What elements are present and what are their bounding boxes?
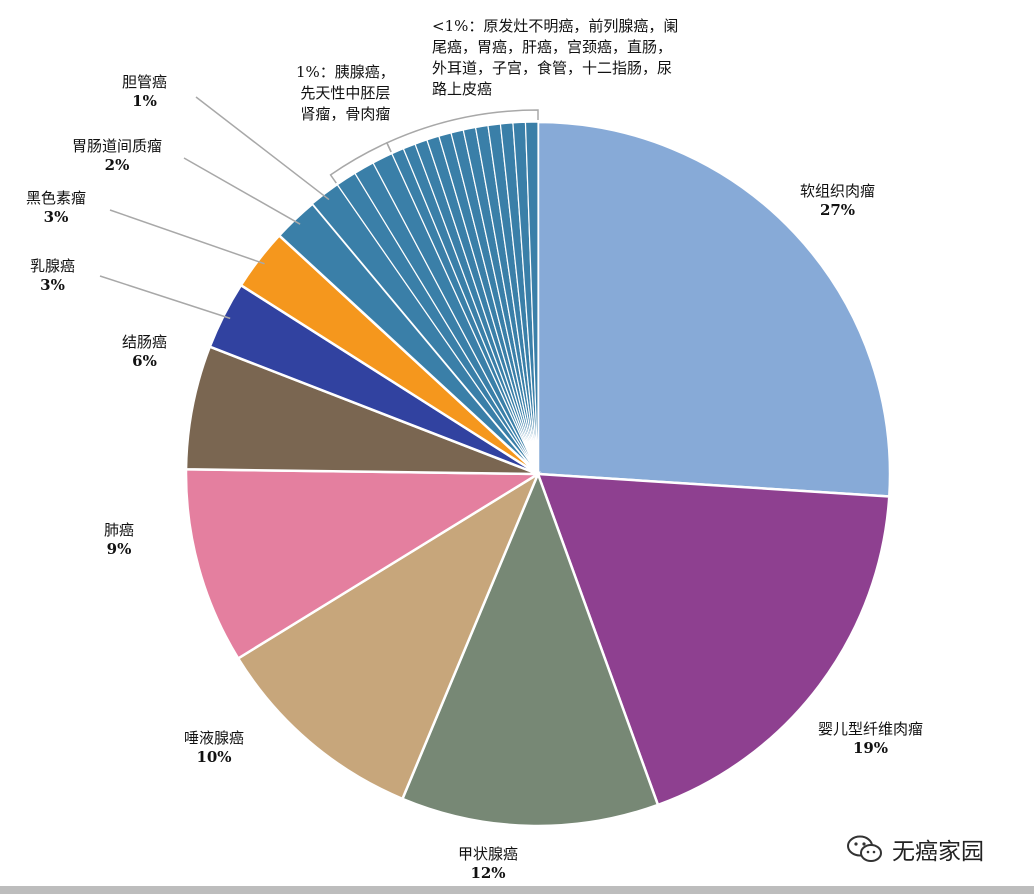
watermark-text: 无癌家园 — [892, 839, 984, 865]
watermark: 无癌家园 — [846, 832, 984, 866]
pie-slice — [236, 470, 541, 801]
label-cholangiocarcinoma: 胆管癌 1% — [122, 73, 168, 110]
pie-slice — [524, 121, 539, 475]
pie-slice — [400, 470, 660, 828]
bottom-divider — [0, 886, 1034, 894]
pie-slice — [184, 468, 543, 661]
leader-line — [99, 275, 231, 320]
label-soft-tissue-sarcoma: 软组织肉瘤 27% — [800, 182, 876, 219]
label-gist: 胃肠道间质瘤 2% — [72, 137, 163, 174]
wechat-icon — [847, 835, 882, 862]
label-melanoma: 黑色素瘤 3% — [26, 189, 87, 226]
pie-slice — [536, 120, 892, 498]
pie-slice — [536, 472, 891, 807]
label-lung-cancer: 肺癌 9% — [104, 521, 135, 558]
group-label-1pct: 1%：胰腺癌， 先天性中胚层 肾瘤，骨肉瘤 — [296, 63, 395, 123]
label-thyroid-cancer: 甲状腺癌 12% — [458, 845, 519, 882]
leader-line — [195, 96, 330, 201]
group-label-lt1pct: <1%：原发灶不明癌，前列腺癌，阑 尾癌，胃癌，肝癌，宫颈癌，直肠， 外耳道，子… — [432, 17, 679, 98]
leader-line — [183, 157, 301, 225]
leader-line — [109, 209, 265, 265]
pie-slice — [184, 345, 539, 476]
label-colon-cancer: 结肠癌 6% — [122, 333, 168, 370]
label-breast-cancer: 乳腺癌 3% — [30, 257, 76, 294]
label-salivary-cancer: 唾液腺癌 10% — [184, 729, 245, 766]
group-bracket — [385, 109, 539, 153]
label-infantile-fibrosarcoma: 婴儿型纤维肉瘤 19% — [818, 720, 924, 757]
